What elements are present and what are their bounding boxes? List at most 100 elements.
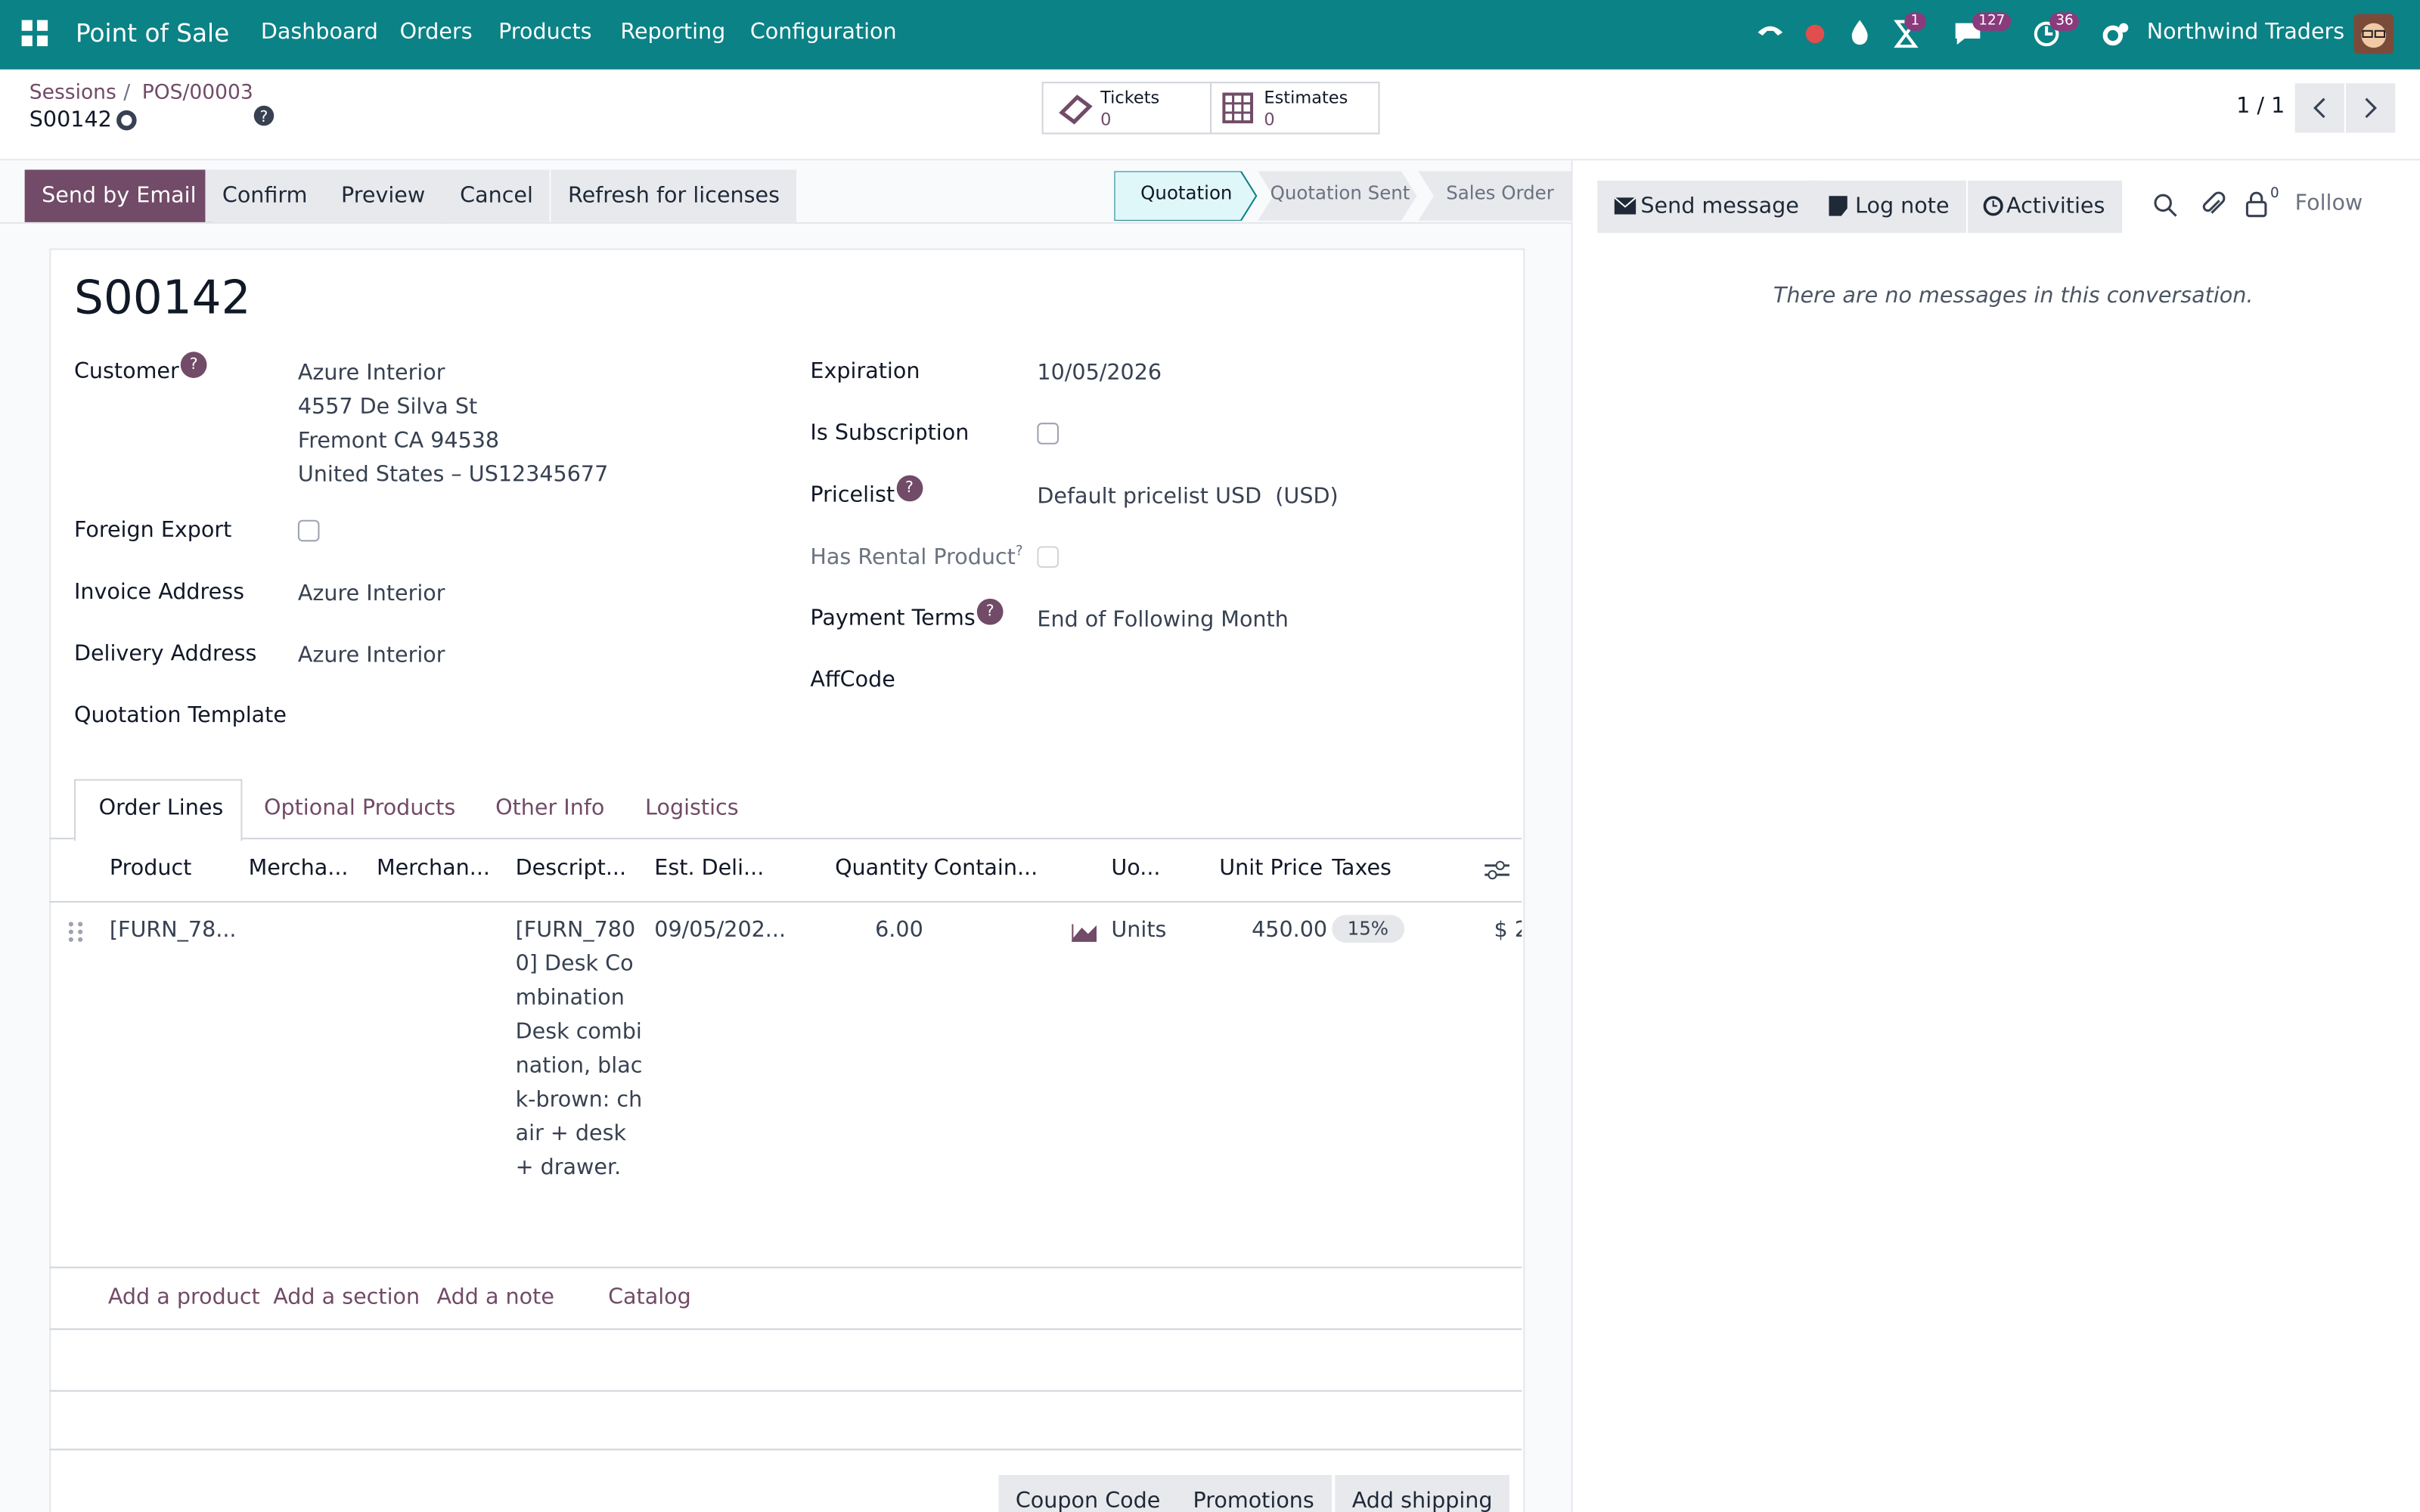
menu-item[interactable]: Orders bbox=[399, 20, 473, 45]
pager-prev[interactable] bbox=[2294, 83, 2344, 133]
checkbox[interactable] bbox=[1037, 423, 1059, 445]
help-marker[interactable]: ? bbox=[180, 352, 207, 378]
settings-icon[interactable] bbox=[2102, 22, 2130, 47]
checkbox[interactable] bbox=[297, 519, 320, 542]
column-header[interactable]: Mercha... bbox=[248, 856, 349, 881]
add-link[interactable]: Catalog bbox=[608, 1284, 691, 1310]
field-value[interactable]: Azure Interior bbox=[297, 581, 445, 607]
cell[interactable]: 6.00 bbox=[875, 918, 923, 943]
divider bbox=[0, 222, 1571, 224]
field-label: Expiration bbox=[810, 359, 920, 385]
action-button[interactable]: Send by Email bbox=[24, 169, 214, 222]
drop-icon[interactable] bbox=[1849, 18, 1871, 46]
cell[interactable]: 450.00 bbox=[1252, 918, 1328, 943]
recording-icon[interactable] bbox=[1804, 23, 1826, 45]
chatter-button[interactable]: Send message bbox=[1597, 180, 1817, 234]
company-name[interactable]: Northwind Traders bbox=[2146, 20, 2345, 45]
smart-button[interactable]: Tickets 0 bbox=[1041, 82, 1212, 135]
app-name[interactable]: Point of Sale bbox=[75, 18, 230, 48]
cell[interactable]: $ 2 bbox=[1494, 918, 1522, 943]
envelope-icon bbox=[1614, 197, 1637, 215]
column-header[interactable]: Merchan... bbox=[376, 856, 490, 881]
column-settings[interactable] bbox=[1483, 858, 1511, 883]
add-link[interactable]: Add a section bbox=[273, 1284, 420, 1310]
add-link[interactable]: Add a product bbox=[107, 1284, 260, 1310]
forecast-icon[interactable] bbox=[1071, 921, 1097, 943]
tax-tag[interactable]: 15% bbox=[1332, 915, 1404, 943]
follow-button[interactable]: Follow bbox=[2294, 191, 2363, 216]
status-step[interactable]: Quotation bbox=[1140, 181, 1233, 204]
field-value[interactable]: 10/05/2026 bbox=[1037, 361, 1162, 386]
tab[interactable]: Order Lines bbox=[98, 796, 224, 821]
smart-button[interactable]: Estimates 0 bbox=[1209, 82, 1380, 135]
cell[interactable]: Units bbox=[1111, 918, 1167, 943]
breadcrumb[interactable]: Sessions bbox=[29, 82, 116, 105]
field-value[interactable]: Default pricelist USD (USD) bbox=[1037, 484, 1339, 510]
field-value[interactable]: Azure Interior bbox=[297, 643, 445, 668]
drag-handle[interactable] bbox=[68, 921, 83, 943]
menu-item[interactable]: Reporting bbox=[620, 20, 726, 45]
column-header[interactable]: Taxes bbox=[1332, 856, 1392, 881]
chatter-button[interactable]: Activities bbox=[1968, 180, 2122, 234]
bottom-button[interactable]: Coupon Code bbox=[998, 1475, 1177, 1512]
cell[interactable]: 09/05/202... bbox=[654, 918, 786, 943]
chat-icon[interactable] bbox=[1953, 20, 1984, 48]
column-header[interactable]: Contain... bbox=[933, 856, 1038, 881]
add-link[interactable]: Add a note bbox=[436, 1284, 554, 1310]
phone-icon[interactable] bbox=[1754, 20, 1786, 51]
avatar[interactable] bbox=[2353, 14, 2394, 54]
menu-item[interactable]: Dashboard bbox=[260, 20, 378, 45]
menu-item[interactable]: Configuration bbox=[749, 20, 897, 45]
statusbar-shapes bbox=[1114, 171, 1571, 221]
column-header[interactable]: Est. Deli... bbox=[654, 856, 765, 881]
tab[interactable]: Optional Products bbox=[263, 796, 456, 821]
attachment-icon[interactable] bbox=[2201, 191, 2226, 219]
breadcrumb[interactable]: POS/00003 bbox=[141, 82, 253, 105]
status-step[interactable]: Quotation Sent bbox=[1270, 181, 1410, 204]
search-icon[interactable] bbox=[2153, 193, 2178, 218]
address-line: 4557 De Silva St bbox=[297, 395, 478, 420]
clock-icon[interactable] bbox=[2033, 20, 2061, 48]
field-value[interactable]: End of Following Month bbox=[1037, 608, 1289, 633]
column-header[interactable]: Unit Price bbox=[1219, 856, 1323, 881]
status-step[interactable]: Sales Order bbox=[1446, 181, 1554, 204]
menu-item[interactable]: Products bbox=[498, 20, 592, 45]
smart-label: Estimates bbox=[1264, 88, 1348, 108]
clock-icon bbox=[1983, 196, 2003, 216]
checkbox bbox=[1037, 546, 1059, 569]
cell-clip: $ 2 bbox=[1494, 918, 1522, 943]
record-name: S00142 bbox=[29, 107, 112, 133]
action-button[interactable]: Refresh for licenses bbox=[551, 169, 797, 222]
label-text: Pricelist bbox=[810, 482, 895, 508]
badge: 36 bbox=[2049, 12, 2080, 31]
tab[interactable]: Other Info bbox=[495, 796, 605, 821]
column-header[interactable]: Product bbox=[109, 856, 192, 881]
cell-description[interactable]: [FURN_7800] Desk Combination Desk combin… bbox=[515, 918, 643, 1181]
action-button[interactable]: Confirm bbox=[205, 169, 324, 222]
apps-icon[interactable] bbox=[21, 20, 48, 47]
column-header[interactable]: Descript... bbox=[515, 856, 627, 881]
field-label: AffCode bbox=[810, 668, 895, 693]
row-border bbox=[49, 1390, 1522, 1392]
help-marker[interactable]: ? bbox=[896, 475, 923, 502]
column-header[interactable]: Quantity bbox=[835, 856, 929, 881]
pager-next[interactable] bbox=[2346, 83, 2396, 133]
action-button[interactable]: Cancel bbox=[442, 169, 551, 222]
record-title: S00142 bbox=[73, 271, 251, 326]
help-marker[interactable]: ? bbox=[1015, 544, 1023, 560]
column-header[interactable]: Uo... bbox=[1111, 856, 1161, 881]
cell[interactable]: [FURN_78... bbox=[109, 918, 237, 943]
tab[interactable]: Logistics bbox=[645, 796, 739, 821]
help-marker[interactable]: ? bbox=[976, 598, 1004, 625]
help-icon[interactable]: ? bbox=[253, 105, 275, 127]
ticket-icon bbox=[1059, 94, 1093, 125]
form-area: Send by Email Confirm Preview Cancel Ref… bbox=[0, 160, 1573, 1512]
bottom-button[interactable]: Promotions bbox=[1176, 1475, 1332, 1512]
field-label: Quotation Template bbox=[73, 703, 287, 729]
bottom-button[interactable]: Add shipping bbox=[1335, 1475, 1509, 1512]
action-button[interactable]: Preview bbox=[324, 169, 442, 222]
gear-icon[interactable] bbox=[116, 110, 138, 132]
field-label: Invoice Address bbox=[73, 580, 244, 605]
lock-icon[interactable] bbox=[2245, 191, 2267, 218]
